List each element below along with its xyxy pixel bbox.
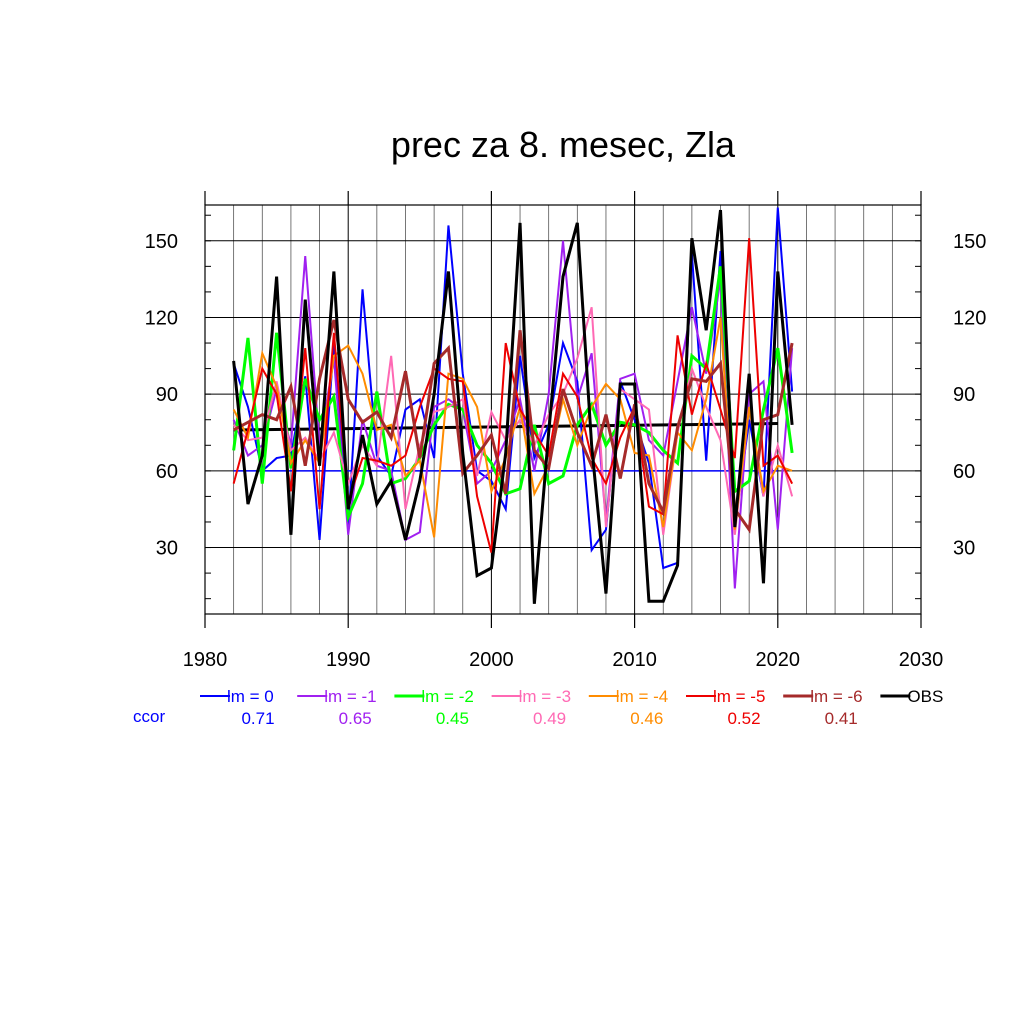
- legend-label: lm = -3: [519, 687, 571, 706]
- y-tick-label-right: 60: [953, 461, 975, 483]
- x-tick-label: 2010: [612, 649, 657, 671]
- y-tick-label-right: 150: [953, 231, 986, 253]
- legend-label: OBS: [907, 687, 943, 706]
- y-tick-label-left: 30: [156, 538, 178, 560]
- legend-label: lm = -4: [616, 687, 668, 706]
- legend-label: lm = -6: [810, 687, 862, 706]
- y-tick-label-left: 90: [156, 384, 178, 406]
- legend-label: lm = 0: [227, 687, 274, 706]
- series-lines: [232, 207, 794, 604]
- ccor-value: 0.45: [436, 709, 469, 728]
- ccor-value: 0.65: [339, 709, 372, 728]
- y-tick-label-left: 120: [145, 307, 178, 329]
- y-tick-label-left: 150: [145, 231, 178, 253]
- chart-title: prec za 8. mesec, Zla: [391, 124, 736, 165]
- ccor-value: 0.49: [533, 709, 566, 728]
- y-tick-label-left: 60: [156, 461, 178, 483]
- x-tick-label: 2030: [899, 649, 944, 671]
- y-tick-label-right: 120: [953, 307, 986, 329]
- legend-label: lm = -2: [421, 687, 473, 706]
- x-tick-label: 2020: [756, 649, 801, 671]
- y-tick-label-right: 30: [953, 538, 975, 560]
- ccor-label: ccor: [133, 707, 165, 726]
- series-line-5: [232, 238, 794, 553]
- legend: lm = 0 0.71 lm = -1 0.65 lm = -2 0.45 lm = -3 0…: [133, 687, 943, 728]
- x-tick-label: 1980: [183, 649, 228, 671]
- legend-label: lm = -5: [713, 687, 765, 706]
- ccor-value: 0.52: [727, 709, 760, 728]
- ccor-value: 0.71: [241, 709, 274, 728]
- x-tick-label: 1990: [326, 649, 371, 671]
- y-tick-label-right: 90: [953, 384, 975, 406]
- plot-frame: [204, 204, 922, 615]
- series-line-7: [232, 209, 794, 604]
- x-tick-label: 2000: [469, 649, 514, 671]
- ccor-value: 0.46: [630, 709, 663, 728]
- axes: 1980 1990 2000 2010 2020 2030 30 30 60 60 90 90 120 1…: [145, 191, 986, 671]
- grid: [204, 205, 922, 614]
- legend-label: lm = -1: [324, 687, 376, 706]
- ccor-value: 0.41: [825, 709, 858, 728]
